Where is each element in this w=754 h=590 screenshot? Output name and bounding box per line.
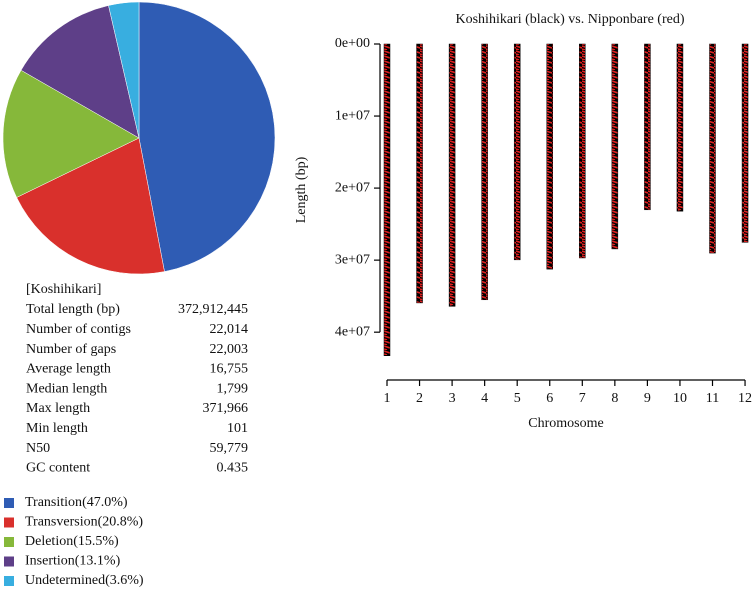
x-tick-label: 7 <box>579 391 586 406</box>
table-label: Max length <box>26 401 90 416</box>
table-value: 16,755 <box>210 362 249 377</box>
x-tick-label: 10 <box>673 391 687 406</box>
chromosome-bar <box>448 43 456 307</box>
table-value: 371,966 <box>203 401 249 416</box>
legend-entry: Deletion(15.5%) <box>25 534 119 549</box>
pie-slice <box>20 5 140 139</box>
chromosome-bar <box>741 43 749 243</box>
legend-label: Insertion <box>25 554 75 569</box>
chromosome-bar <box>383 43 391 356</box>
table-label: Average length <box>26 362 111 377</box>
legend-label: Undetermined <box>25 573 105 588</box>
y-tick-label: 2e+07 <box>335 180 370 195</box>
legend-entry: Transversion(20.8%) <box>25 515 143 530</box>
table-value: 1,799 <box>217 381 249 396</box>
legend-value: (13.1%) <box>75 554 121 569</box>
y-axis-label: Length (bp) <box>294 156 309 223</box>
chromosome-bar <box>709 43 716 254</box>
table-label: Number of gaps <box>26 342 116 357</box>
chromosome-bar <box>579 43 586 259</box>
x-axis-label: Chromosome <box>528 416 603 431</box>
y-tick-label: 0e+00 <box>335 36 370 51</box>
legend-swatch <box>4 576 14 586</box>
table-label: Total length (bp) <box>26 302 120 317</box>
legend-value: (3.6%) <box>105 573 144 588</box>
chromosome-bar <box>676 43 684 212</box>
x-tick-label: 9 <box>644 391 651 406</box>
chromosome-bar <box>513 43 521 261</box>
table-value: 59,779 <box>210 441 249 456</box>
chromosome-bar <box>481 43 488 301</box>
chromosome-bar <box>644 43 651 211</box>
legend-entry: Undetermined(3.6%) <box>25 573 144 588</box>
pie-slice <box>16 137 165 275</box>
y-tick-label: 3e+07 <box>335 252 370 267</box>
legend-label: Transversion <box>25 515 98 530</box>
chart-title: Koshihikari (black) vs. Nipponbare (red) <box>456 12 685 27</box>
x-tick-label: 8 <box>611 391 618 406</box>
table-value: 22,014 <box>210 322 249 337</box>
legend-label: Deletion <box>25 534 73 549</box>
table-label: Min length <box>26 421 88 436</box>
legend-label: Transition <box>25 495 82 510</box>
legend-swatch <box>4 517 14 528</box>
legend-value: (47.0%) <box>82 495 128 510</box>
chromosome-bar <box>546 43 553 270</box>
x-tick-label: 11 <box>706 391 719 406</box>
table-value: 0.435 <box>217 461 249 476</box>
table-title: [Koshihikari] <box>26 282 101 297</box>
table-label: Number of contigs <box>26 322 131 337</box>
x-tick-label: 2 <box>416 391 423 406</box>
legend-swatch <box>4 537 14 547</box>
y-tick-label: 1e+07 <box>335 108 370 123</box>
legend-swatch <box>4 556 14 567</box>
x-tick-label: 3 <box>449 391 456 406</box>
table-value: 22,003 <box>210 342 249 357</box>
x-tick-label: 6 <box>546 391 553 406</box>
x-tick-label: 1 <box>384 391 391 406</box>
legend-swatch <box>4 498 14 508</box>
y-tick-label: 4e+07 <box>335 324 370 339</box>
table-label: GC content <box>26 461 90 476</box>
chromosome-bar <box>611 43 619 250</box>
table-label: Median length <box>26 381 107 396</box>
pie-slice <box>108 1 140 139</box>
chromosome-bar <box>416 43 423 304</box>
legend-value: (15.5%) <box>73 534 119 549</box>
legend-entry: Transition(47.0%) <box>25 495 128 510</box>
pie-slice <box>2 69 140 198</box>
pie-slice <box>138 1 276 272</box>
table-value: 372,912,445 <box>178 302 248 317</box>
legend-value: (20.8%) <box>98 515 144 530</box>
table-label: N50 <box>26 441 50 456</box>
legend-entry: Insertion(13.1%) <box>25 554 121 569</box>
x-tick-label: 5 <box>514 391 521 406</box>
x-tick-label: 4 <box>481 391 488 406</box>
x-tick-label: 12 <box>738 391 752 406</box>
table-value: 101 <box>227 421 248 436</box>
